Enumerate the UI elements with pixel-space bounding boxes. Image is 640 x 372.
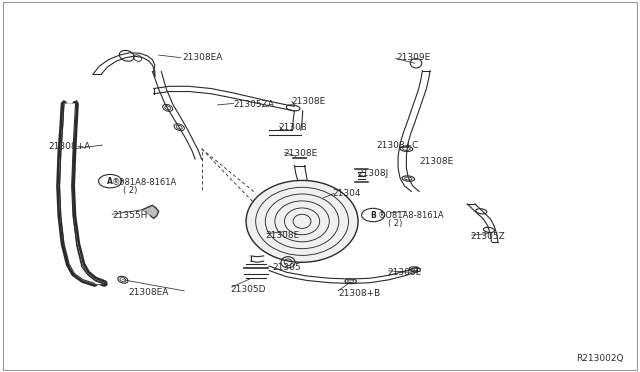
Text: 21308EA: 21308EA: [128, 288, 168, 296]
Text: 21355H: 21355H: [112, 211, 147, 220]
Text: 21305ZA: 21305ZA: [234, 100, 275, 109]
Text: 21305D: 21305D: [230, 285, 266, 294]
Text: 21308E: 21308E: [284, 149, 318, 158]
Text: R213002Q: R213002Q: [576, 355, 623, 363]
Text: B: B: [371, 211, 376, 219]
Text: 21309E: 21309E: [397, 53, 431, 62]
Polygon shape: [142, 205, 159, 218]
Text: ®O81A8-8161A: ®O81A8-8161A: [378, 211, 444, 220]
Text: 21308+B: 21308+B: [338, 289, 380, 298]
Text: ( 2): ( 2): [123, 186, 137, 195]
Text: 21308: 21308: [278, 123, 307, 132]
Text: 21304: 21304: [333, 189, 362, 198]
Polygon shape: [60, 104, 104, 283]
Ellipse shape: [246, 180, 358, 262]
Text: 21308E: 21308E: [266, 231, 300, 240]
Text: A: A: [107, 177, 113, 186]
Text: ( 2): ( 2): [388, 219, 403, 228]
Text: 21305Z: 21305Z: [470, 232, 505, 241]
Text: 21308+A: 21308+A: [48, 142, 90, 151]
Text: ®081A8-8161A: ®081A8-8161A: [112, 178, 177, 187]
Text: 21308E: 21308E: [387, 268, 422, 277]
Text: 21308EA: 21308EA: [182, 53, 223, 62]
Text: 21308E: 21308E: [419, 157, 454, 166]
Text: 21308+C: 21308+C: [376, 141, 419, 150]
Polygon shape: [60, 104, 104, 283]
Text: 21308E: 21308E: [291, 97, 326, 106]
Text: 21305: 21305: [272, 263, 301, 272]
Text: 21308J: 21308J: [357, 169, 388, 178]
